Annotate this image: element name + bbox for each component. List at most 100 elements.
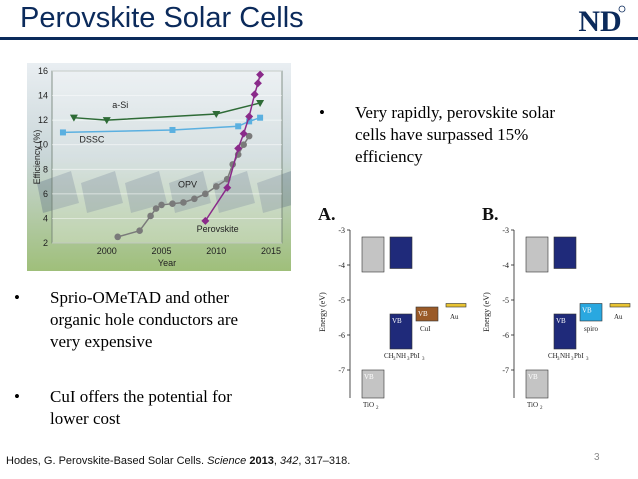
data-point (240, 141, 247, 149)
energy-band (361, 369, 385, 399)
citation-year: 2013 (249, 455, 274, 467)
energy-band (389, 313, 413, 350)
data-point (202, 190, 209, 198)
data-point (169, 126, 176, 133)
material-label-perovskite: CH (384, 352, 394, 360)
material-label-htm: spiro (584, 325, 599, 333)
series-label: a-Si (112, 100, 128, 110)
material-label-tio2: TiO (363, 401, 374, 409)
bullet-line: CuI offers the potential for (50, 387, 232, 406)
panel-label: A. (318, 204, 336, 224)
energy-band (389, 236, 413, 269)
energy-band (445, 303, 467, 308)
energy-band (415, 306, 439, 322)
band-label: VB (556, 317, 566, 325)
bullet-cui-cost: • CuI offers the potential for lower cos… (14, 386, 304, 432)
subscript: 3 (571, 357, 574, 362)
data-point (223, 183, 232, 192)
subscript: 3 (393, 357, 396, 362)
title-underline (0, 37, 638, 40)
data-point (250, 90, 259, 99)
panel-label: B. (482, 204, 499, 224)
material-label-tio2: TiO (527, 401, 538, 409)
data-point (147, 212, 154, 220)
band-label: VB (418, 310, 428, 318)
subscript: 3 (407, 357, 410, 362)
data-point (136, 227, 143, 235)
bullet-line: Sprio-OMeTAD and other (50, 288, 229, 307)
band-label: VB (528, 373, 538, 381)
data-point (114, 233, 122, 241)
bullet-dot: • (14, 288, 20, 307)
axis-tick-label: -7 (338, 366, 345, 375)
energy-band (525, 236, 549, 273)
energy-band (361, 236, 385, 273)
y-tick-label: 14 (38, 91, 48, 101)
y-tick-label: 2 (43, 238, 48, 248)
series-label: OPV (178, 180, 197, 190)
data-point (212, 183, 220, 190)
data-point (191, 195, 198, 203)
subscript: 3 (586, 357, 589, 362)
y-axis-label: Efficiency (%) (32, 130, 42, 185)
bullet-dot: • (319, 103, 325, 122)
data-point (169, 200, 176, 207)
bullet-line: efficiency (355, 147, 423, 166)
data-point (256, 70, 265, 79)
citation-sep: , (298, 455, 305, 467)
data-point (256, 99, 265, 107)
bullet-line: organic hole conductors are (50, 310, 239, 329)
band-label: VB (392, 317, 402, 325)
axis-tick-label: -6 (502, 331, 509, 340)
data-point (245, 132, 253, 140)
x-tick-label: 2015 (261, 246, 281, 256)
background-panel (81, 171, 123, 213)
subscript: 2 (376, 406, 379, 411)
y-tick-label: 8 (43, 164, 48, 174)
material-label-perovskite: NH (396, 352, 406, 360)
energy-axis-label: Energy (eV) (318, 292, 327, 332)
energy-axis-label: Energy (eV) (482, 292, 491, 332)
citation-sep: , (273, 455, 280, 467)
bullet-line: lower cost (50, 409, 121, 428)
data-point (246, 118, 253, 125)
svg-text:ND: ND (578, 5, 621, 38)
axis-tick-label: -3 (338, 226, 345, 235)
bullet-perovskite-efficiency: • Very rapidly, perovskite solar cells h… (319, 102, 619, 172)
slide-title: Perovskite Solar Cells (20, 2, 304, 34)
axis-tick-label: -4 (338, 261, 345, 270)
axis-tick-label: -5 (502, 296, 509, 305)
y-tick-label: 10 (38, 140, 48, 150)
data-point (257, 114, 264, 121)
y-tick-label: 6 (43, 189, 48, 199)
data-point (102, 117, 111, 125)
citation-authors: Hodes, G. Perovskite-Based Solar Cells. (6, 455, 205, 467)
x-tick-label: 2000 (97, 246, 117, 256)
x-axis-label: Year (158, 258, 176, 268)
data-point (235, 123, 242, 130)
background-panel (125, 171, 167, 213)
citation: Hodes, G. Perovskite-Based Solar Cells. … (6, 455, 350, 467)
bullet-line: very expensive (50, 332, 153, 351)
background-panel (257, 171, 291, 213)
chart-background (27, 63, 291, 271)
series-label: Perovskite (197, 224, 239, 234)
data-point (239, 129, 248, 138)
y-tick-label: 16 (38, 66, 48, 76)
subscript: 2 (540, 406, 543, 411)
citation-volume: 342 (279, 455, 299, 467)
efficiency-chart: 2 4 6 8 10 12 14 16 2000 2005 2010 2015 Year Efficien… (27, 63, 291, 271)
citation-journal: Science (207, 455, 247, 467)
x-tick-label: 2005 (152, 246, 172, 256)
data-point (158, 201, 165, 209)
notre-dame-logo: ND (578, 5, 626, 38)
subscript: 3 (422, 357, 425, 362)
axis-tick-label: -7 (502, 366, 509, 375)
material-label-htm: CuI (420, 325, 431, 333)
subscript: 3 (557, 357, 560, 362)
axis-tick-label: -3 (502, 226, 509, 235)
band-label: VB (364, 373, 374, 381)
data-point (253, 79, 262, 88)
